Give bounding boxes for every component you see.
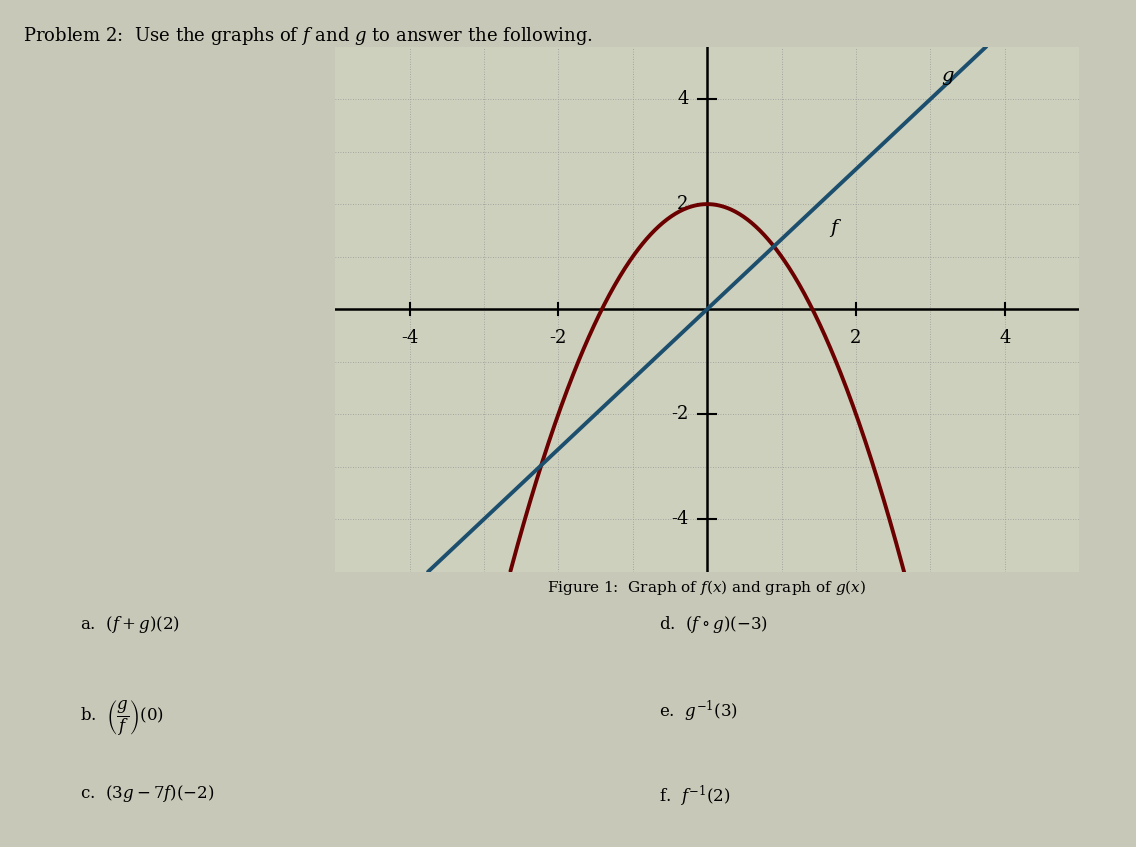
Text: -2: -2 [671, 405, 688, 424]
Text: 4: 4 [677, 90, 688, 108]
Text: Problem 2:  Use the graphs of $f$ and $g$ to answer the following.: Problem 2: Use the graphs of $f$ and $g$… [23, 25, 593, 47]
Text: 2: 2 [850, 329, 862, 347]
Text: b.  $\left(\dfrac{g}{f}\right)(0)$: b. $\left(\dfrac{g}{f}\right)(0)$ [80, 699, 164, 738]
Text: c.  $(3g - 7f)(-2)$: c. $(3g - 7f)(-2)$ [80, 783, 214, 805]
Text: d.  $(f \circ g)(-3)$: d. $(f \circ g)(-3)$ [659, 614, 768, 635]
Text: 2: 2 [677, 195, 688, 213]
Text: f: f [830, 219, 837, 237]
Text: a.  $(f+g)(2)$: a. $(f+g)(2)$ [80, 614, 179, 635]
Text: -4: -4 [401, 329, 418, 347]
Text: e.  $g^{-1}(3)$: e. $g^{-1}(3)$ [659, 699, 737, 724]
Text: -2: -2 [550, 329, 567, 347]
Text: -4: -4 [671, 510, 688, 529]
Text: f.  $f^{-1}(2)$: f. $f^{-1}(2)$ [659, 783, 730, 809]
Text: 4: 4 [999, 329, 1011, 347]
Text: g: g [942, 67, 954, 85]
Text: Figure 1:  Graph of $f(x)$ and graph of $g(x)$: Figure 1: Graph of $f(x)$ and graph of $… [546, 578, 867, 596]
